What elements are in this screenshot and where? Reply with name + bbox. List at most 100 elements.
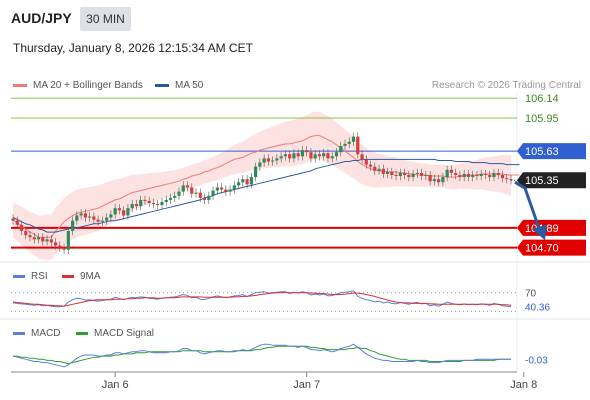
candle [160, 201, 164, 206]
legend-rsi-ma-label: 9MA [80, 271, 101, 282]
candle [334, 152, 339, 157]
last-price-tag [517, 172, 586, 189]
candle [330, 156, 334, 159]
candle [262, 158, 266, 163]
candle [241, 179, 245, 183]
candle [271, 160, 275, 162]
candle [309, 152, 313, 159]
candle [356, 136, 360, 155]
candle [296, 153, 300, 157]
candle [326, 153, 330, 159]
candle [215, 187, 219, 191]
legend-ma20: MA 20 + Bollinger Bands [13, 80, 143, 91]
candle [437, 179, 441, 183]
candle [432, 179, 436, 182]
rsi-tick-label: 70 [525, 289, 537, 300]
candle [343, 143, 347, 146]
candle [292, 153, 296, 159]
candle [377, 168, 381, 171]
chart-timestamp: Thursday, January 8, 2026 12:15:34 AM CE… [13, 41, 253, 55]
candle [88, 216, 92, 218]
macd-value-label: -0.03 [525, 355, 548, 366]
symbol-title: AUD/JPY [11, 10, 72, 26]
candle [96, 219, 100, 222]
candle [458, 175, 462, 178]
candle [385, 171, 390, 174]
x-tick-label: Jan 6 [102, 379, 129, 391]
rsi-value-label: 40.36 [525, 303, 550, 314]
candle [139, 199, 143, 207]
candle [424, 175, 428, 177]
rsi-ma-line [12, 291, 512, 307]
ma50-line [12, 158, 520, 233]
timeframe-badge[interactable]: 30 MIN [80, 7, 131, 31]
research-credit: Research © 2026 Trading Central [431, 80, 581, 91]
candle [126, 208, 130, 216]
ma20-swatch [13, 83, 27, 87]
ma50-swatch [155, 83, 169, 87]
candle [181, 185, 185, 192]
forecast-arrow [514, 180, 541, 229]
candle [219, 187, 224, 190]
candle [322, 153, 326, 157]
x-tick-label: Jan 8 [510, 379, 537, 391]
candle [58, 245, 62, 248]
candle [347, 141, 351, 144]
rsi-swatch [13, 274, 25, 278]
legend-rsi-ma: 9MA [62, 271, 101, 282]
candle [100, 220, 104, 222]
level-tag [517, 143, 586, 160]
candle [288, 154, 292, 159]
candle [500, 175, 505, 179]
level-label: 105.95 [525, 113, 559, 125]
candle [32, 237, 36, 240]
level-tag [517, 239, 586, 256]
candle [198, 192, 202, 198]
level-tag [517, 219, 586, 236]
candle [147, 200, 151, 204]
candle [92, 216, 96, 220]
rsi-ma-swatch [62, 274, 74, 278]
candle [83, 213, 87, 218]
legend-macd: MACD [13, 328, 60, 339]
candle [488, 175, 492, 178]
candle [305, 150, 309, 153]
candle [407, 175, 411, 178]
candle [254, 166, 258, 178]
candle [15, 220, 19, 225]
candle [390, 171, 394, 175]
candle [156, 204, 160, 206]
legend-ma50: MA 50 [155, 80, 203, 91]
candle [224, 189, 228, 192]
candle [109, 214, 113, 218]
candle [441, 177, 445, 183]
candle [313, 154, 317, 159]
candle [245, 179, 249, 185]
candle [381, 168, 385, 174]
candle [445, 169, 449, 178]
candle [211, 190, 215, 196]
legend-macd-signal-label: MACD Signal [94, 328, 155, 339]
candle [168, 197, 173, 200]
candle [151, 203, 156, 205]
candle [364, 159, 368, 165]
macd-line [12, 343, 511, 368]
candle [466, 173, 471, 178]
rsi-line [12, 290, 512, 308]
candle [462, 173, 466, 178]
candle [24, 231, 28, 236]
candle [449, 169, 454, 173]
candle [173, 195, 177, 198]
candle [275, 158, 279, 161]
candle [113, 208, 117, 215]
legend-macd-label: MACD [31, 328, 61, 339]
candle [134, 204, 139, 207]
candle [190, 187, 194, 194]
candle [509, 179, 513, 181]
candle [143, 199, 147, 201]
candle [232, 185, 236, 190]
forecast-arrowhead [532, 224, 547, 241]
candle [258, 162, 262, 167]
legend-ma50-label: MA 50 [175, 80, 204, 91]
